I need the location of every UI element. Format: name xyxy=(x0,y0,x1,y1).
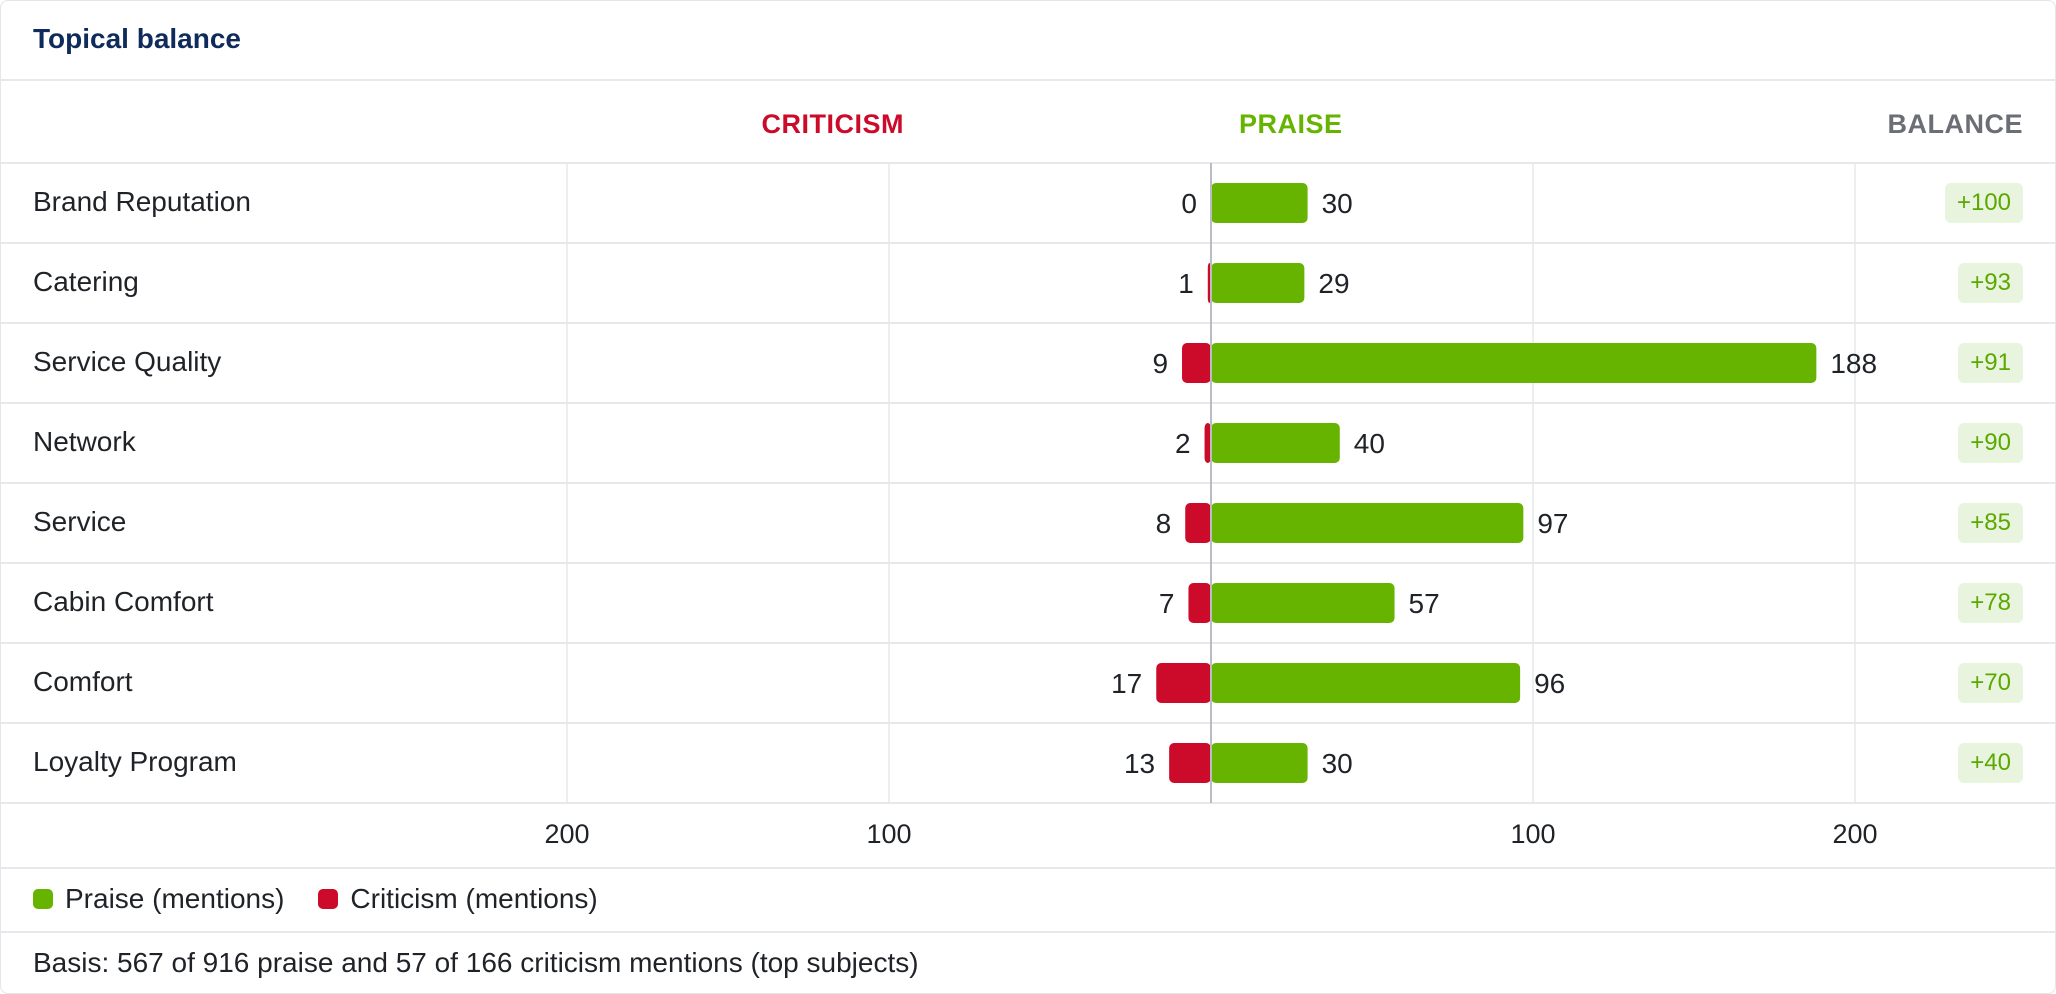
x-tick-label: 200 xyxy=(1832,819,1877,849)
praise-bar xyxy=(1211,423,1340,463)
balance-badge: +100 xyxy=(1944,183,2023,223)
criticism-swatch xyxy=(318,889,339,909)
legend-item-criticism: Criticism (mentions) xyxy=(318,883,598,915)
balance-badge: +85 xyxy=(1958,503,2023,543)
praise-bar xyxy=(1211,343,1817,383)
x-tick-label: 100 xyxy=(866,819,911,849)
footnote: Basis: 567 of 916 praise and 57 of 166 c… xyxy=(33,947,919,978)
x-tick-label: 200 xyxy=(544,819,589,849)
criticism-value-label: 9 xyxy=(1152,348,1168,379)
balance-badge: +90 xyxy=(1958,423,2023,463)
balance-badge: +78 xyxy=(1958,583,2023,623)
row-label: Service xyxy=(33,506,127,537)
praise-bar xyxy=(1211,183,1308,223)
balance-badge: +91 xyxy=(1958,343,2023,383)
criticism-bar xyxy=(1204,423,1211,463)
legend-item-praise: Praise (mentions) xyxy=(33,883,284,915)
praise-value-label: 96 xyxy=(1534,668,1565,699)
criticism-value-label: 7 xyxy=(1159,588,1175,619)
praise-header: PRAISE xyxy=(1239,109,1343,139)
praise-value-label: 188 xyxy=(1830,348,1877,379)
praise-value-label: 57 xyxy=(1409,588,1440,619)
balance-badge: +40 xyxy=(1958,743,2023,783)
criticism-bar xyxy=(1182,343,1211,383)
legend-label-praise: Praise (mentions) xyxy=(65,883,285,914)
card-title: Topical balance xyxy=(33,23,241,54)
row-label: Cabin Comfort xyxy=(33,586,214,617)
praise-swatch xyxy=(33,889,53,909)
praise-value-label: 97 xyxy=(1537,508,1568,539)
row-label: Network xyxy=(33,426,136,457)
praise-bar xyxy=(1211,583,1395,623)
praise-value-label: 30 xyxy=(1322,748,1353,779)
praise-value-label: 30 xyxy=(1322,188,1353,219)
praise-bar xyxy=(1211,663,1521,703)
balance-badge: +70 xyxy=(1958,663,2023,703)
criticism-header: CRITICISM xyxy=(761,109,904,139)
row-label: Brand Reputation xyxy=(33,186,251,217)
row-label: Service Quality xyxy=(33,346,222,377)
criticism-bar xyxy=(1156,663,1211,703)
footnote-divider xyxy=(1,931,2055,933)
praise-value-label: 29 xyxy=(1318,268,1349,299)
criticism-value-label: 17 xyxy=(1111,668,1142,699)
criticism-value-label: 13 xyxy=(1124,748,1155,779)
criticism-value-label: 1 xyxy=(1178,268,1194,299)
legend-label-criticism: Criticism (mentions) xyxy=(350,883,598,914)
criticism-bar xyxy=(1169,743,1211,783)
criticism-value-label: 2 xyxy=(1175,428,1191,459)
balance-badge: +93 xyxy=(1958,263,2023,303)
praise-bar xyxy=(1211,743,1308,783)
row-label: Comfort xyxy=(33,666,133,697)
praise-value-label: 40 xyxy=(1354,428,1385,459)
criticism-value-label: 8 xyxy=(1156,508,1172,539)
title-divider xyxy=(1,79,2055,81)
legend-divider xyxy=(1,867,2055,869)
criticism-value-label: 0 xyxy=(1181,188,1197,219)
row-label: Loyalty Program xyxy=(33,746,237,777)
row-label: Catering xyxy=(33,266,139,297)
praise-bar xyxy=(1211,263,1305,303)
legend: Praise (mentions) Criticism (mentions) xyxy=(33,883,632,915)
praise-bar xyxy=(1211,503,1524,543)
criticism-bar xyxy=(1188,583,1211,623)
x-tick-label: 100 xyxy=(1510,819,1555,849)
criticism-bar xyxy=(1185,503,1211,543)
balance-header: BALANCE xyxy=(1887,109,2023,139)
